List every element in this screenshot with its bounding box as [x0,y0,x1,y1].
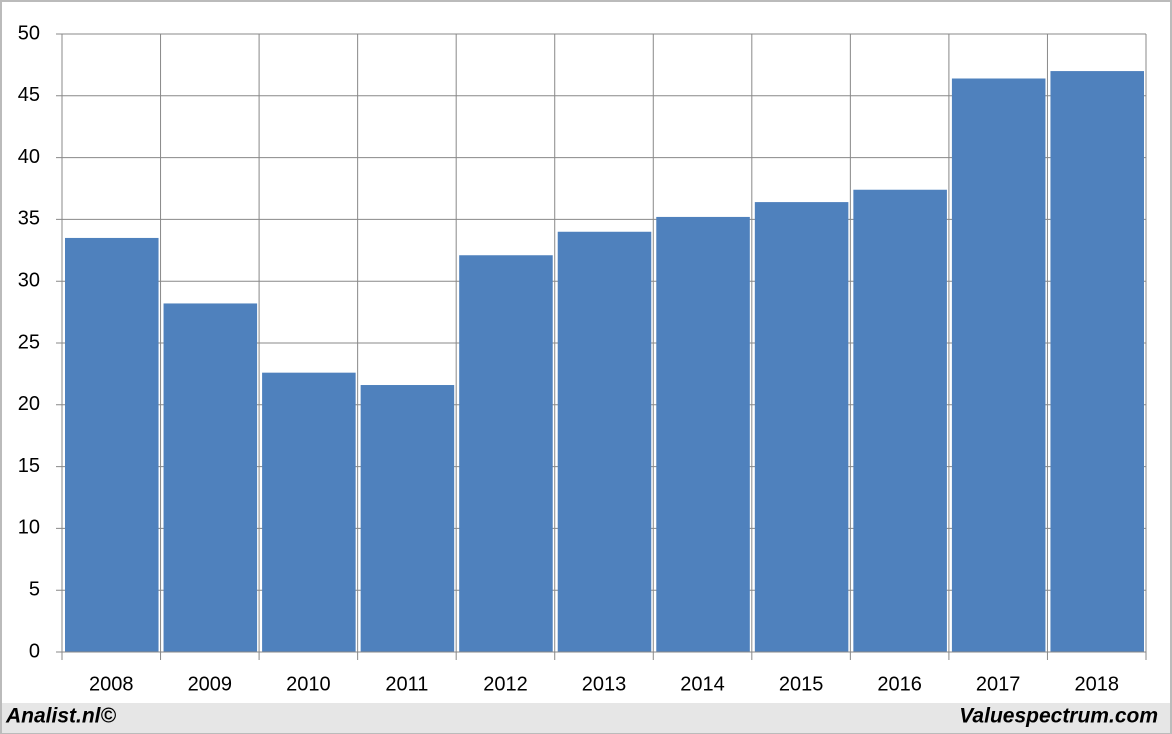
y-tick-label: 30 [18,269,40,291]
y-tick-label: 20 [18,393,40,415]
footer-bar [2,703,1170,733]
bar [951,78,1046,653]
footer-right: Valuespectrum.com [959,705,1158,728]
y-tick-label: 50 [18,22,40,44]
x-tick-label: 2016 [877,673,922,695]
bar [853,189,947,652]
x-tick-label: 2009 [188,673,233,695]
y-tick-label: 15 [18,455,40,477]
bar [557,231,652,652]
bar [262,372,356,652]
bar [754,202,849,652]
y-tick-label: 35 [18,208,40,230]
y-tick-label: 5 [29,578,40,600]
y-tick-label: 10 [18,517,40,539]
bar [656,216,750,653]
x-tick-label: 2018 [1074,673,1119,695]
x-tick-label: 2013 [582,673,627,695]
footer-left: Analist.nl© [5,705,117,728]
x-tick-label: 2008 [89,673,134,695]
y-tick-label: 40 [18,146,40,168]
bar [65,237,159,652]
y-tick-label: 45 [18,84,40,106]
x-tick-label: 2015 [779,673,824,695]
x-tick-label: 2011 [385,673,428,695]
x-tick-label: 2010 [286,673,331,695]
y-tick-label: 0 [29,640,40,662]
x-tick-label: 2014 [680,673,725,695]
x-tick-label: 2017 [976,673,1021,695]
y-tick-label: 25 [18,331,40,353]
bar [163,303,258,652]
bar [360,385,455,652]
x-tick-label: 2012 [483,673,528,695]
bar [459,255,553,652]
bar [1050,71,1144,652]
